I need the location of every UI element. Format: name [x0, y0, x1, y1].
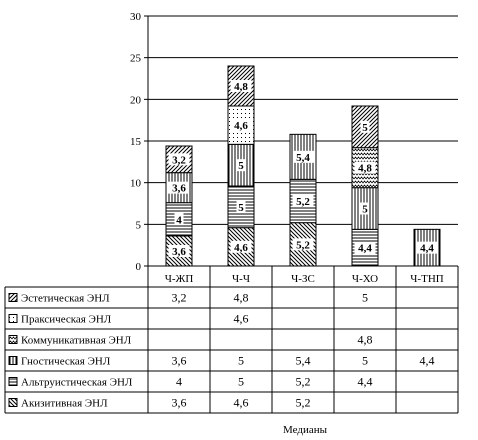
table-cell-value: 4,8	[358, 333, 373, 347]
series-name: Коммуникативная ЭНЛ	[21, 335, 132, 347]
data-label-bg	[292, 238, 314, 251]
y-tick-label: 15	[130, 136, 142, 148]
data-label-bg	[230, 119, 252, 132]
data-label: 5	[362, 204, 368, 216]
data-label-bg	[168, 153, 190, 166]
data-label-bg	[168, 245, 190, 257]
category-label: Ч-ЖП	[165, 273, 194, 285]
legend-swatch	[8, 377, 18, 386]
data-label: 5,4	[296, 152, 310, 164]
data-label: 4,8	[358, 163, 372, 175]
table-cell-value: 4	[176, 375, 182, 389]
table-cell-value: 4,8	[234, 291, 249, 305]
table-cell-value: 4,4	[358, 375, 373, 389]
data-label-bg	[292, 150, 314, 163]
data-label-bg	[354, 161, 376, 174]
data-label-bg	[168, 181, 190, 194]
series-name: Альтруистическая ЭНЛ	[21, 377, 133, 389]
table-cell-value: 5,2	[296, 375, 311, 389]
data-label-bg	[292, 195, 314, 207]
data-label: 4,6	[234, 120, 248, 132]
data-label: 3,2	[172, 154, 186, 166]
x-axis-title: Медианы	[283, 424, 328, 436]
series-name: Гностическая ЭНЛ	[21, 356, 111, 368]
y-tick-label: 25	[130, 53, 142, 65]
data-label: 3,6	[172, 183, 186, 195]
data-label: 4	[176, 214, 182, 226]
legend-swatch	[8, 398, 18, 407]
data-label-bg	[360, 202, 370, 215]
data-label: 5,2	[296, 239, 310, 251]
data-label: 4,4	[420, 243, 434, 255]
y-tick-label: 10	[130, 178, 142, 190]
table-cell-value: 4,6	[234, 396, 249, 410]
bar-segment	[227, 143, 255, 187]
table-cell-value: 5	[238, 375, 244, 389]
y-tick-label: 20	[130, 94, 142, 106]
series-name: Эстетическая ЭНЛ	[21, 293, 110, 305]
category-label: Ч-ТНП	[410, 273, 443, 285]
series-name: Акизитивная ЭНЛ	[21, 398, 108, 410]
data-label: 5	[238, 202, 244, 214]
data-label: 5	[362, 122, 368, 134]
y-tick-label: 5	[136, 219, 142, 231]
legend-swatch	[8, 356, 18, 365]
y-tick-label: 30	[130, 11, 142, 23]
data-label-bg	[236, 159, 246, 172]
table-cell-value: 5,2	[296, 396, 311, 410]
data-label: 4,4	[358, 243, 372, 255]
table-cell-value: 5,4	[296, 354, 311, 368]
y-tick-label: 0	[136, 261, 142, 273]
series-name: Праксическая ЭНЛ	[21, 314, 112, 326]
data-label-bg	[174, 213, 184, 226]
data-label-bg	[236, 200, 246, 213]
table-cell-value: 3,6	[172, 354, 187, 368]
bar-segment	[227, 185, 255, 229]
data-label: 3,6	[172, 246, 186, 258]
table-cell-value: 3,6	[172, 396, 187, 410]
legend-swatch	[8, 314, 18, 323]
data-label-bg	[230, 240, 252, 253]
data-label-bg	[416, 241, 438, 254]
data-label-bg	[360, 120, 370, 133]
data-label: 5	[238, 160, 244, 172]
data-label: 4,8	[234, 81, 248, 93]
table-cell-value: 4,4	[420, 354, 435, 368]
category-label: Ч-ХО	[352, 273, 378, 285]
data-label-bg	[230, 80, 252, 92]
category-label: Ч-Ч	[232, 273, 250, 285]
table-cell-value: 3,2	[172, 291, 187, 305]
table-cell-value: 5	[362, 291, 368, 305]
category-label: Ч-ЗС	[291, 273, 315, 285]
data-label-bg	[354, 241, 376, 254]
legend-swatch	[8, 335, 18, 344]
legend-swatch	[8, 293, 18, 302]
table-cell-value: 4,6	[234, 312, 249, 326]
table-cell-value: 5	[362, 354, 368, 368]
data-label: 4,6	[234, 242, 248, 254]
table-cell-value: 5	[238, 354, 244, 368]
data-label: 5,2	[296, 196, 310, 208]
